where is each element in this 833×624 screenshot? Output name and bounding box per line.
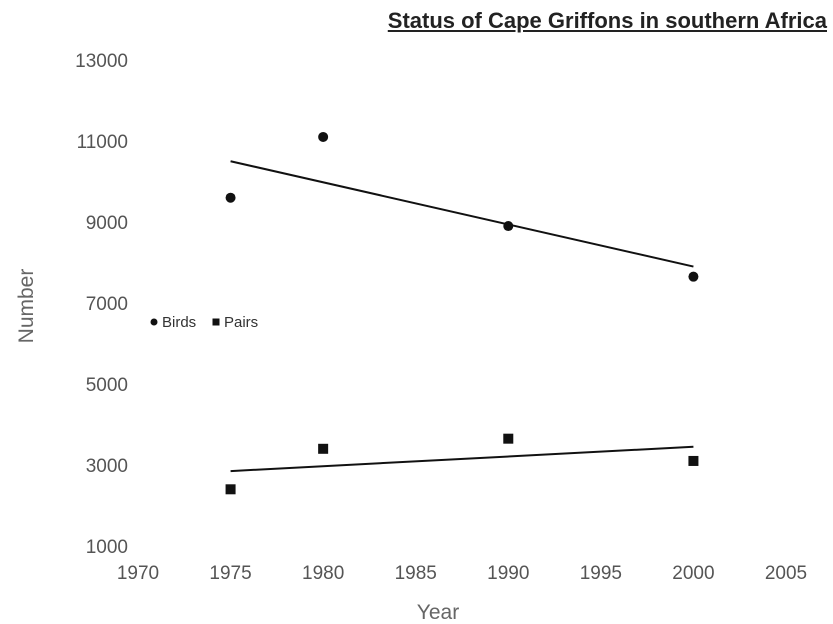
- point-birds: [503, 221, 514, 232]
- x-tick-label: 2000: [672, 563, 714, 584]
- y-axis-label: Number: [15, 269, 38, 344]
- x-tick-label: 1975: [209, 563, 251, 584]
- x-tick-label: 1995: [580, 563, 622, 584]
- x-axis-label: Year: [417, 601, 459, 624]
- y-axis-ticks: 1000 3000 5000 7000 9000 11000 13000: [75, 51, 128, 558]
- trendline-birds: [230, 160, 694, 268]
- point-pairs: [318, 443, 329, 454]
- y-tick-label: 1000: [86, 537, 128, 558]
- point-pairs: [688, 455, 699, 466]
- y-tick-label: 7000: [86, 294, 128, 315]
- y-tick-label: 5000: [86, 375, 128, 396]
- point-birds: [318, 131, 329, 142]
- y-tick-label: 3000: [86, 456, 128, 477]
- x-tick-label: 1970: [117, 563, 159, 584]
- legend-marker-birds: [150, 318, 158, 326]
- data-markers: [225, 131, 699, 495]
- point-birds: [688, 271, 699, 282]
- point-pairs: [503, 433, 514, 444]
- point-birds: [225, 192, 236, 203]
- y-tick-label: 13000: [75, 51, 128, 72]
- x-tick-label: 2005: [765, 563, 807, 584]
- y-tick-label: 9000: [86, 213, 128, 234]
- y-tick-label: 11000: [77, 132, 128, 153]
- x-axis-ticks: 1970 1975 1980 1985 1990 1995 2000 2005: [117, 563, 807, 584]
- legend-label-birds: Birds: [162, 314, 196, 331]
- x-tick-label: 1980: [302, 563, 344, 584]
- legend: Birds Pairs: [150, 314, 258, 331]
- trendline-pairs: [230, 445, 694, 473]
- x-tick-label: 1985: [395, 563, 437, 584]
- legend-label-pairs: Pairs: [224, 314, 258, 331]
- x-tick-label: 1990: [487, 563, 529, 584]
- point-pairs: [225, 484, 236, 495]
- chart-title: Status of Cape Griffons in southern Afri…: [387, 8, 827, 33]
- trendlines: [230, 160, 694, 473]
- legend-marker-pairs: [212, 318, 220, 326]
